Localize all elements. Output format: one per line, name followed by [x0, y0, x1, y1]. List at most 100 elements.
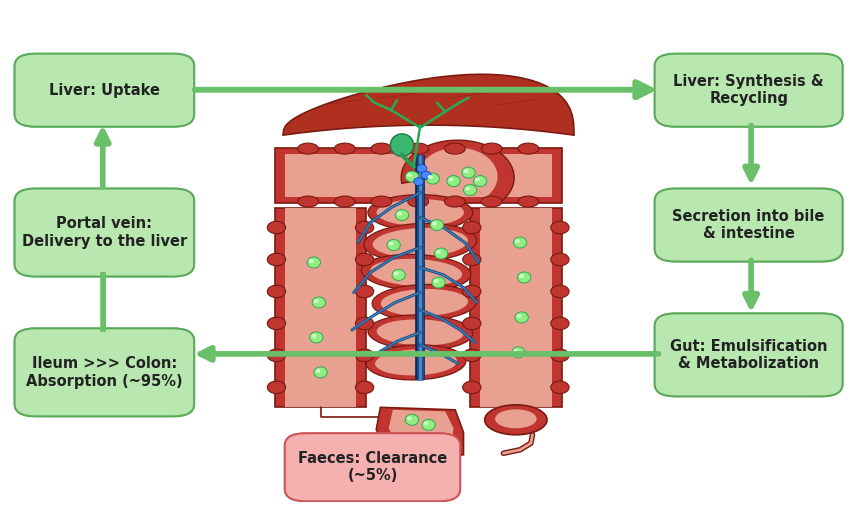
Ellipse shape — [422, 419, 435, 430]
FancyBboxPatch shape — [14, 188, 194, 276]
Ellipse shape — [372, 284, 477, 321]
Ellipse shape — [447, 176, 460, 186]
Ellipse shape — [551, 253, 569, 266]
Ellipse shape — [408, 196, 428, 207]
Ellipse shape — [512, 347, 525, 358]
Ellipse shape — [377, 199, 464, 226]
Text: Liver: Uptake: Liver: Uptake — [49, 83, 160, 97]
Ellipse shape — [462, 253, 481, 266]
Ellipse shape — [298, 196, 319, 207]
Ellipse shape — [334, 143, 355, 154]
Ellipse shape — [311, 334, 316, 338]
PathPatch shape — [470, 208, 562, 408]
Ellipse shape — [371, 196, 392, 207]
Ellipse shape — [368, 194, 473, 230]
Text: Faeces: Clearance
(~5%): Faeces: Clearance (~5%) — [298, 451, 447, 483]
Ellipse shape — [267, 285, 286, 298]
PathPatch shape — [418, 147, 497, 197]
Ellipse shape — [462, 349, 481, 362]
Text: Secretion into bile
& intestine: Secretion into bile & intestine — [672, 209, 824, 241]
FancyBboxPatch shape — [14, 328, 194, 416]
Ellipse shape — [267, 253, 286, 266]
Ellipse shape — [314, 299, 319, 303]
FancyBboxPatch shape — [654, 314, 842, 396]
Text: Liver: Uptake: Liver: Uptake — [49, 83, 160, 97]
Ellipse shape — [432, 222, 437, 226]
Ellipse shape — [462, 285, 481, 298]
Ellipse shape — [515, 239, 520, 243]
Ellipse shape — [355, 253, 374, 266]
FancyBboxPatch shape — [654, 188, 842, 262]
Ellipse shape — [462, 221, 481, 234]
Ellipse shape — [518, 272, 531, 283]
Ellipse shape — [355, 221, 374, 234]
Ellipse shape — [361, 255, 471, 290]
FancyBboxPatch shape — [14, 54, 194, 127]
Ellipse shape — [407, 173, 412, 177]
FancyBboxPatch shape — [14, 188, 194, 276]
Text: Gut: Emulsification
& Metabolization: Gut: Emulsification & Metabolization — [670, 339, 827, 371]
Ellipse shape — [355, 317, 374, 330]
Ellipse shape — [355, 381, 374, 393]
Ellipse shape — [312, 297, 326, 308]
PathPatch shape — [285, 154, 552, 196]
Ellipse shape — [421, 171, 431, 179]
Ellipse shape — [432, 277, 445, 288]
PathPatch shape — [480, 208, 552, 408]
PathPatch shape — [401, 140, 514, 204]
Ellipse shape — [307, 257, 320, 268]
Ellipse shape — [267, 221, 286, 234]
Ellipse shape — [334, 196, 355, 207]
Ellipse shape — [381, 289, 468, 316]
PathPatch shape — [285, 208, 356, 408]
Ellipse shape — [407, 416, 412, 420]
Ellipse shape — [449, 178, 454, 182]
Ellipse shape — [298, 143, 319, 154]
Text: Secretion into bile
& intestine: Secretion into bile & intestine — [672, 209, 824, 241]
FancyBboxPatch shape — [654, 188, 842, 262]
Ellipse shape — [414, 178, 423, 185]
Ellipse shape — [397, 212, 402, 216]
Ellipse shape — [463, 169, 468, 173]
Ellipse shape — [372, 228, 468, 257]
Ellipse shape — [481, 143, 502, 154]
Ellipse shape — [513, 237, 527, 248]
FancyBboxPatch shape — [285, 433, 460, 501]
Ellipse shape — [426, 173, 439, 184]
Ellipse shape — [551, 285, 569, 298]
Ellipse shape — [428, 175, 433, 179]
Ellipse shape — [392, 270, 405, 280]
Text: Liver: Synthesis &
Recycling: Liver: Synthesis & Recycling — [673, 74, 824, 107]
Ellipse shape — [551, 221, 569, 234]
Text: Ileum >>> Colon:
Absorption (~95%): Ileum >>> Colon: Absorption (~95%) — [26, 356, 183, 388]
Ellipse shape — [309, 259, 314, 263]
FancyBboxPatch shape — [14, 328, 194, 416]
Ellipse shape — [495, 410, 536, 428]
PathPatch shape — [388, 410, 454, 453]
Ellipse shape — [394, 272, 399, 275]
Ellipse shape — [423, 421, 428, 425]
Ellipse shape — [417, 165, 427, 173]
Ellipse shape — [366, 345, 466, 380]
Ellipse shape — [364, 223, 477, 262]
Ellipse shape — [405, 414, 418, 425]
Ellipse shape — [515, 312, 529, 323]
Ellipse shape — [408, 143, 428, 154]
Ellipse shape — [430, 220, 444, 230]
Ellipse shape — [371, 143, 392, 154]
Ellipse shape — [314, 367, 327, 378]
Ellipse shape — [551, 317, 569, 330]
Ellipse shape — [463, 184, 477, 195]
Text: Faeces: Clearance
(~5%): Faeces: Clearance (~5%) — [298, 451, 447, 483]
Ellipse shape — [370, 259, 462, 286]
Ellipse shape — [462, 167, 475, 178]
Ellipse shape — [267, 381, 286, 393]
Ellipse shape — [375, 349, 457, 375]
Ellipse shape — [387, 239, 400, 250]
Ellipse shape — [551, 381, 569, 393]
PathPatch shape — [275, 208, 366, 408]
Ellipse shape — [390, 134, 414, 157]
FancyBboxPatch shape — [14, 54, 194, 127]
Ellipse shape — [434, 279, 439, 283]
Ellipse shape — [368, 315, 473, 350]
